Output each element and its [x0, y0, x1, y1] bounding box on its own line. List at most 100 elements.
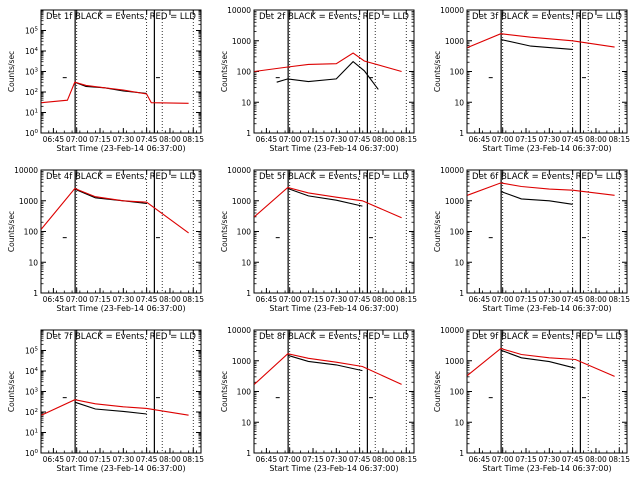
x-tick-label: 07:30 — [539, 455, 561, 464]
x-axis-label: Start Time (23-Feb-14 06:37:00) — [269, 464, 398, 473]
x-tick-label: 07:30 — [326, 295, 348, 304]
x-tick-label: 07:00 — [66, 295, 88, 304]
x-tick-label: 08:15 — [608, 135, 630, 144]
x-tick-label: 08:00 — [372, 455, 394, 464]
y-tick-label: 10 — [241, 258, 251, 267]
y-axis-label: Counts/sec — [433, 51, 442, 92]
plot-frame — [466, 329, 628, 454]
x-tick-label: 08:15 — [395, 295, 417, 304]
y-tick-label: 10 — [454, 418, 464, 427]
y-tick-label: 1 — [459, 289, 464, 298]
chart-title: Det 7f BLACK = Events, RED = LLD — [46, 332, 196, 342]
x-tick-label: 08:00 — [585, 455, 607, 464]
plot-frame — [253, 169, 415, 294]
y-tick-label: 1 — [246, 289, 251, 298]
y-tick-label: 1000 — [445, 357, 464, 366]
series-lld-line — [467, 33, 615, 49]
series-events-line — [500, 38, 573, 50]
x-tick-label: 08:15 — [608, 295, 630, 304]
y-tick-label: 1 — [246, 449, 251, 458]
x-tick-label: 07:00 — [492, 295, 514, 304]
x-tick-label: 08:00 — [159, 295, 181, 304]
x-tick-label: 07:00 — [492, 455, 514, 464]
x-tick-label: 06:45 — [43, 455, 65, 464]
x-axis-label: Start Time (23-Feb-14 06:37:00) — [482, 464, 611, 473]
x-tick-label: 07:30 — [113, 135, 135, 144]
x-tick-label: 08:15 — [182, 135, 204, 144]
chart-panel-8: Det 8f BLACK = Events, RED = LLD Counts/s… — [220, 326, 417, 473]
y-tick-exponent: 4 — [35, 367, 39, 373]
x-tick-label: 08:00 — [159, 135, 181, 144]
y-tick-label: 1 — [246, 129, 251, 138]
y-tick-label: 10000 — [440, 166, 464, 175]
series-events-line — [500, 190, 573, 205]
x-tick-label: 07:45 — [562, 455, 584, 464]
y-tick-label: 104 — [25, 367, 39, 376]
y-tick-label: 105 — [25, 347, 39, 356]
y-tick-label: 105 — [25, 27, 39, 36]
x-tick-label: 08:00 — [585, 295, 607, 304]
y-tick-label: 1000 — [19, 197, 38, 206]
y-tick-label: 1 — [33, 289, 38, 298]
plot-frame — [253, 329, 415, 454]
series-lld-line — [40, 187, 189, 234]
x-axis-label: Start Time (23-Feb-14 06:37:00) — [56, 144, 185, 153]
x-tick-label: 08:00 — [372, 295, 394, 304]
x-tick-label: 07:30 — [113, 455, 135, 464]
x-tick-label: 06:45 — [43, 295, 65, 304]
y-tick-label: 1000 — [232, 37, 251, 46]
y-tick-exponent: 5 — [35, 27, 39, 33]
y-axis-label: Counts/sec — [433, 371, 442, 412]
x-tick-label: 07:00 — [66, 455, 88, 464]
x-tick-label: 07:15 — [89, 455, 111, 464]
y-tick-label: 10000 — [227, 6, 251, 15]
chart-title: Det 4f BLACK = Events, RED = LLD — [46, 172, 196, 182]
x-tick-label: 08:15 — [608, 455, 630, 464]
y-tick-label: 1000 — [445, 37, 464, 46]
y-tick-label: 10 — [28, 258, 38, 267]
y-tick-exponent: 2 — [35, 88, 39, 94]
x-tick-label: 07:45 — [349, 135, 371, 144]
y-tick-label: 102 — [25, 408, 38, 417]
x-axis-label: Start Time (23-Feb-14 06:37:00) — [482, 144, 611, 153]
y-axis-label: Counts/sec — [7, 51, 16, 92]
y-tick-label: 100 — [237, 228, 252, 237]
y-tick-exponent: 1 — [35, 429, 39, 435]
y-tick-label: 102 — [25, 88, 38, 97]
y-tick-label: 10000 — [14, 166, 38, 175]
chart-title: Det 9f BLACK = Events, RED = LLD — [472, 332, 622, 342]
x-tick-label: 06:45 — [469, 135, 491, 144]
plot-frame — [40, 329, 202, 454]
chart-panel-7: Det 7f BLACK = Events, RED = LLD Counts/s… — [7, 329, 204, 473]
series-events-line — [287, 354, 363, 372]
x-tick-label: 07:00 — [492, 135, 514, 144]
x-tick-label: 08:00 — [585, 135, 607, 144]
series-lld-line — [253, 186, 402, 219]
chart-title: Det 8f BLACK = Events, RED = LLD — [259, 332, 409, 342]
plot-frame — [40, 9, 202, 134]
y-tick-label: 100 — [450, 228, 465, 237]
x-tick-label: 07:45 — [136, 295, 158, 304]
chart-panel-2: Det 2f BLACK = Events, RED = LLD Counts/s… — [220, 6, 417, 153]
y-axis-label: Counts/sec — [7, 371, 16, 412]
x-tick-label: 06:45 — [43, 135, 65, 144]
x-tick-label: 07:45 — [349, 455, 371, 464]
plot-frame — [466, 9, 628, 134]
x-tick-label: 08:15 — [395, 135, 417, 144]
x-tick-label: 07:30 — [539, 295, 561, 304]
y-tick-label: 1000 — [232, 357, 251, 366]
y-tick-exponent: 4 — [35, 47, 39, 53]
chart-title: Det 3f BLACK = Events, RED = LLD — [472, 12, 622, 22]
y-tick-label: 1 — [459, 129, 464, 138]
x-tick-label: 08:00 — [372, 135, 394, 144]
series-lld-line — [466, 347, 615, 377]
y-axis-label: Counts/sec — [220, 211, 229, 252]
series-events-line — [276, 60, 379, 90]
x-tick-label: 07:00 — [279, 455, 301, 464]
y-tick-label: 10000 — [440, 326, 464, 335]
series-events-line — [74, 401, 147, 415]
x-tick-label: 07:15 — [302, 135, 324, 144]
x-tick-label: 07:30 — [326, 135, 348, 144]
x-tick-label: 07:15 — [515, 295, 537, 304]
series-events-line — [500, 349, 576, 369]
